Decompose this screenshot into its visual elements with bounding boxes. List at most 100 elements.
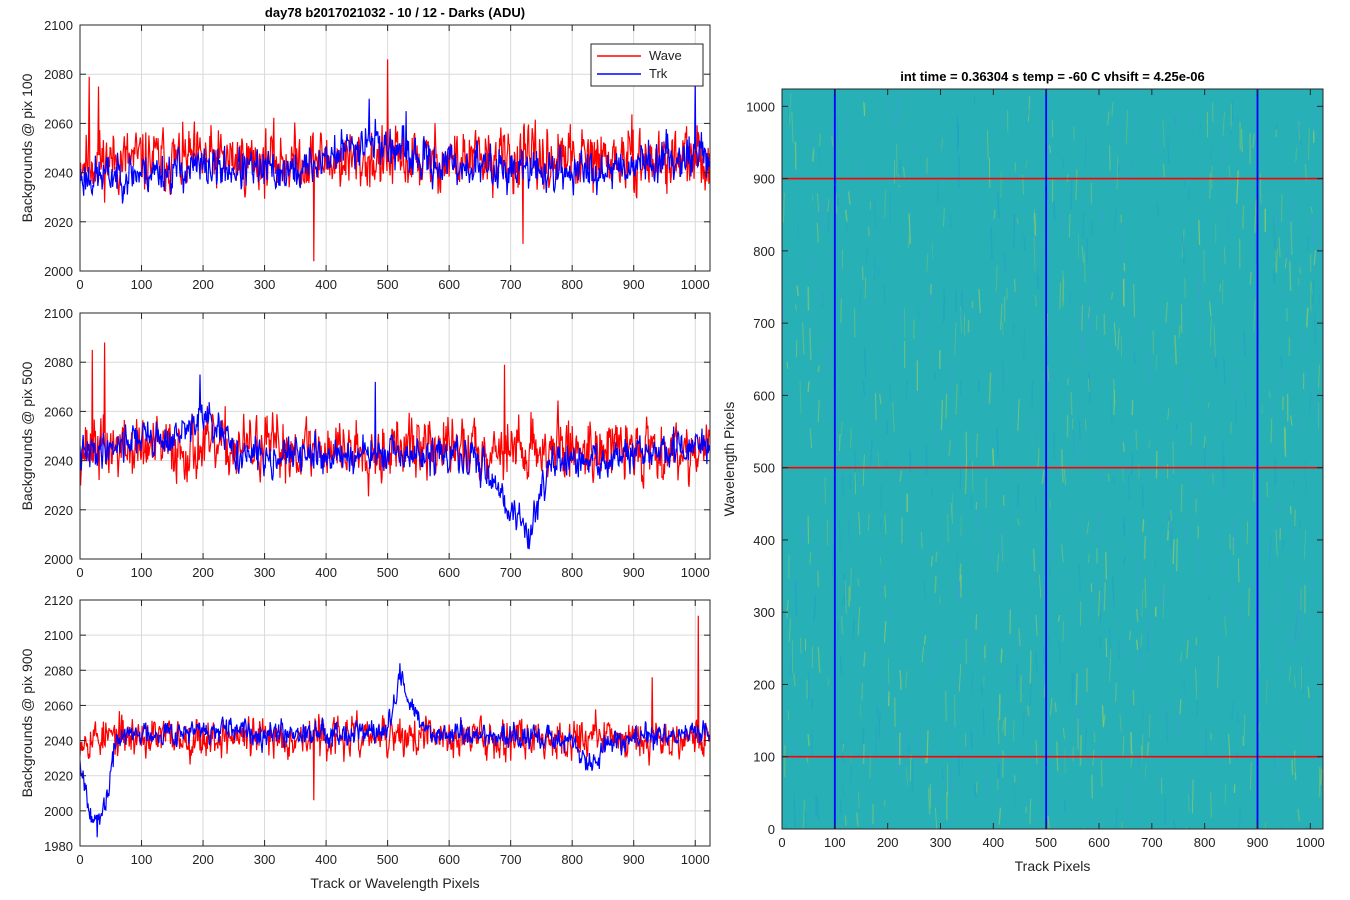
heatmap-streak [1101, 705, 1105, 728]
heatmap-streak [1088, 372, 1091, 402]
heatmap-streak [1103, 714, 1106, 725]
heatmap-streak [849, 567, 852, 602]
heatmap-streak [826, 401, 828, 419]
heatmap-streak [949, 765, 952, 793]
heatmap-streak [1153, 130, 1157, 150]
heatmap-streak [984, 642, 987, 663]
axes-box [79, 599, 711, 847]
heatmap-streak [842, 786, 845, 795]
heatmap-streak [783, 192, 785, 223]
x-tick-label: 300 [254, 565, 276, 580]
heatmap-streak [1257, 722, 1261, 734]
heatmap-streak [1281, 396, 1285, 410]
heatmap-streak [970, 496, 972, 509]
heatmap-streak [923, 635, 927, 645]
heatmap-streak [1108, 144, 1111, 171]
heatmap-streak [1237, 710, 1239, 724]
heatmap-streak [1046, 528, 1049, 541]
series-line-wave [80, 342, 710, 497]
y-tick-label: 400 [753, 533, 775, 548]
heatmap-streak [804, 810, 807, 827]
heatmap-streak [1280, 354, 1283, 370]
heatmap-streak [1154, 561, 1157, 569]
heatmap-streak [944, 691, 948, 722]
heatmap-streak [1272, 405, 1275, 415]
heatmap-streak [976, 433, 978, 458]
heatmap-streak [1268, 537, 1272, 566]
y-axis-label: Backgrounds @ pix 100 [19, 73, 35, 222]
heatmap-streak [955, 289, 957, 313]
heatmap-streak [1107, 111, 1110, 126]
heatmap-streak [1041, 470, 1045, 484]
heatmap-streak [978, 288, 981, 314]
heatmap-streak [1201, 217, 1204, 232]
heatmap-streak [1207, 401, 1210, 409]
heatmap-streak [809, 428, 813, 449]
heatmap-streak [1075, 169, 1078, 201]
heatmap-streak [884, 584, 887, 598]
heatmap-streak [1247, 587, 1250, 617]
heatmap-streak [884, 514, 887, 535]
heatmap-streak [1308, 359, 1311, 391]
heatmap-streak [827, 200, 831, 233]
heatmap-streak [836, 115, 839, 144]
heatmap-streak [1274, 230, 1277, 263]
heatmap-streak [1042, 646, 1046, 667]
heatmap-streak [959, 563, 962, 582]
heatmap-streak [1088, 301, 1091, 334]
heatmap-streak [1087, 306, 1091, 319]
series-line-trk [80, 79, 710, 204]
heatmap-streak [813, 595, 817, 622]
heatmap-streak [1182, 234, 1185, 264]
y-tick-label: 2080 [44, 67, 73, 82]
heatmap-streak [1035, 651, 1038, 672]
heatmap-streak [883, 620, 887, 643]
heatmap-streak [1243, 330, 1246, 357]
heatmap-streak [907, 233, 911, 248]
heatmap-streak [1275, 247, 1279, 273]
heatmap-streak [1274, 249, 1278, 273]
heatmap-streak [799, 527, 802, 547]
heatmap-streak [1169, 509, 1173, 521]
heatmap-streak [1209, 318, 1212, 348]
heatmap-streak [988, 372, 992, 404]
heatmap-streak [1092, 822, 1096, 830]
heatmap-streak [1223, 358, 1226, 384]
heatmap-streak [1002, 719, 1005, 732]
heatmap-streak [1109, 649, 1112, 682]
heatmap-streak [1001, 533, 1004, 562]
heatmap-streak [1136, 609, 1139, 622]
heatmap-streak [1299, 133, 1303, 146]
x-tick-label: 800 [561, 277, 583, 292]
heatmap-streak [1289, 190, 1292, 220]
heatmap-streak [840, 298, 842, 323]
heatmap-streak [1156, 202, 1160, 217]
heatmap-streak [970, 729, 973, 750]
y-tick-label: 900 [753, 172, 775, 187]
heatmap-streak [982, 162, 985, 184]
heatmap-streak [1272, 216, 1275, 249]
heatmap-streak [1034, 497, 1037, 512]
heatmap-streak [1110, 398, 1113, 425]
heatmap-streak [1017, 485, 1020, 508]
heatmap-streak [898, 158, 902, 186]
heatmap-streak [1063, 468, 1067, 486]
heatmap-streak [867, 226, 870, 237]
heatmap-streak [1295, 147, 1298, 162]
heatmap-streak [813, 808, 816, 821]
heatmap-streak [998, 807, 1002, 825]
heatmap-streak [913, 736, 917, 745]
heatmap-streak [817, 400, 820, 423]
x-tick-label: 800 [561, 852, 583, 867]
heatmap-streak [1167, 407, 1170, 420]
line-panel-1: 0 100 200 300 400 500 600 700 800 900 1000 2000 2020… [19, 5, 711, 292]
y-tick-label: 0 [768, 822, 775, 837]
heatmap-streak [1130, 153, 1134, 173]
heatmap-streak [941, 768, 944, 780]
heatmap-streak [827, 199, 830, 212]
x-tick-label: 700 [1141, 835, 1163, 850]
heatmap-streak [1242, 205, 1245, 229]
heatmap-streak [837, 198, 840, 206]
heatmap-streak [1244, 394, 1247, 410]
heatmap-streak [930, 487, 934, 495]
